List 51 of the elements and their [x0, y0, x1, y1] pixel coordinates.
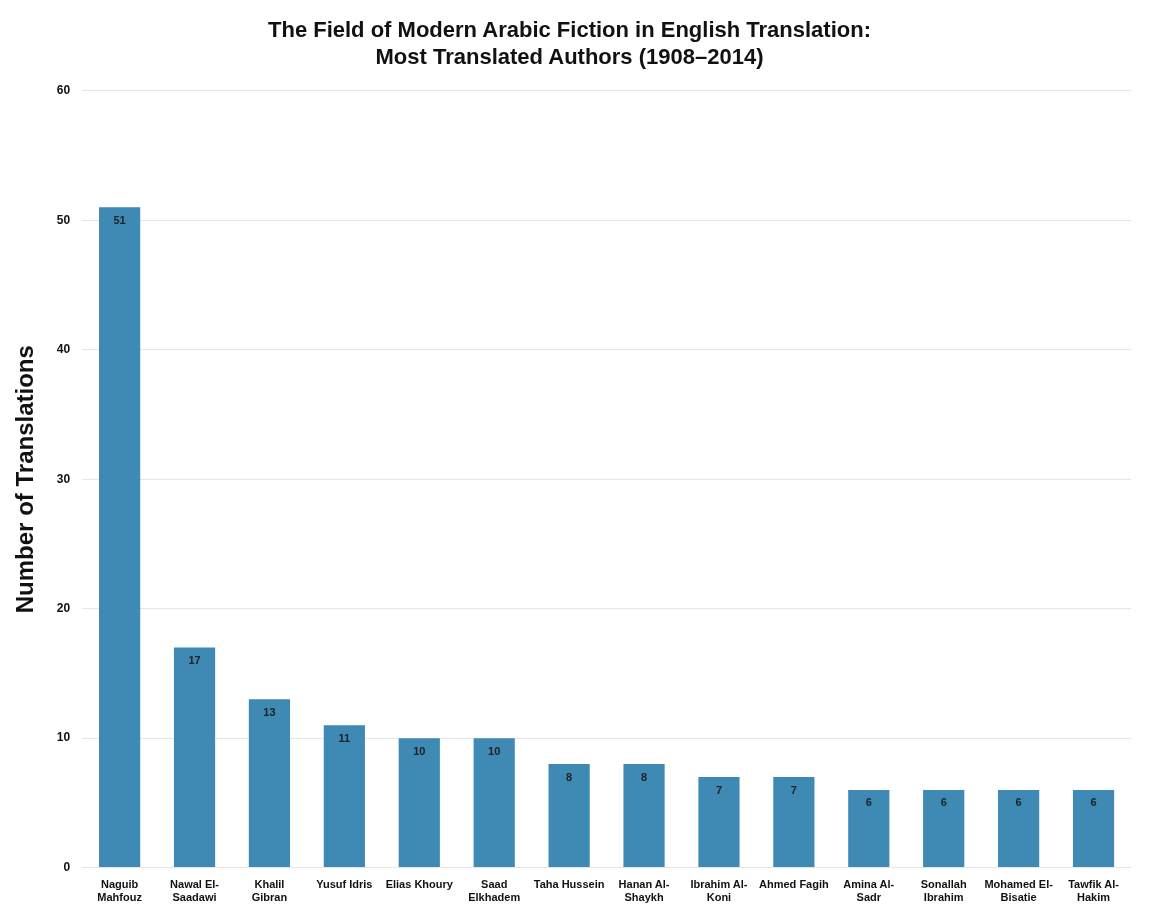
x-tick-label: Yusuf Idris	[316, 878, 373, 891]
y-axis-title: Number of Translations	[11, 345, 39, 614]
data-label: 6	[865, 796, 872, 809]
y-tick-label: 50	[56, 212, 71, 227]
data-label: 7	[790, 783, 797, 796]
data-label: 11	[338, 731, 351, 744]
bar	[398, 738, 440, 868]
y-tick-label: 0	[63, 859, 71, 874]
bar	[248, 699, 291, 868]
x-tick-label: Amina Al-Sadr	[843, 878, 895, 904]
x-tick-label: Nawal El-Saadawi	[170, 878, 220, 904]
bar	[1072, 789, 1115, 868]
data-label: 6	[1090, 796, 1097, 809]
bar	[323, 725, 365, 868]
data-label: 6	[940, 796, 947, 809]
data-label: 6	[1015, 796, 1022, 809]
data-label: 51	[113, 213, 126, 226]
x-tick-label: Ahmed Fagih	[759, 878, 829, 891]
x-tick-label: Naguib Mahfouz	[97, 878, 143, 904]
bar	[623, 764, 665, 868]
x-tick-label: Elias Khoury	[385, 878, 454, 891]
bar	[848, 789, 890, 868]
bar	[998, 789, 1040, 868]
y-tick-label: 20	[56, 600, 71, 615]
x-tick-label: Saad Elkhadem	[468, 878, 521, 904]
x-tick-label: Hanan Al-Shaykh	[618, 878, 670, 904]
data-label: 8	[640, 770, 648, 783]
data-label: 17	[188, 654, 201, 667]
x-tick-label: Taha Hussein	[533, 878, 605, 891]
bar	[923, 789, 965, 868]
x-tick-label: Khalil Gibran	[251, 878, 288, 904]
bar	[698, 776, 740, 868]
y-tick-label: 40	[56, 342, 71, 357]
x-tick-label: Sonallah Ibrahim	[920, 878, 967, 904]
y-tick-label: 60	[56, 83, 71, 98]
bar	[99, 207, 141, 868]
bar	[473, 738, 515, 868]
bar	[548, 764, 590, 868]
y-tick-label: 10	[56, 730, 71, 745]
x-tick-label: Ibrahim Al-Koni	[690, 878, 748, 904]
data-label: 10	[413, 744, 426, 757]
x-tick-label: Tawfik Al-Hakim	[1068, 878, 1120, 904]
x-tick-label: Mohamed El-Bisatie	[984, 878, 1054, 904]
data-label: 13	[263, 705, 276, 718]
bar	[773, 776, 815, 868]
bar	[173, 647, 216, 868]
data-label: 7	[715, 783, 723, 796]
data-label: 8	[566, 770, 573, 783]
data-label: 10	[488, 744, 501, 757]
y-tick-label: 30	[56, 471, 71, 486]
chart-title: The Field of Modern Arabic Fiction in English Translation: Most Translated Authors (1908–2014)	[268, 17, 871, 69]
